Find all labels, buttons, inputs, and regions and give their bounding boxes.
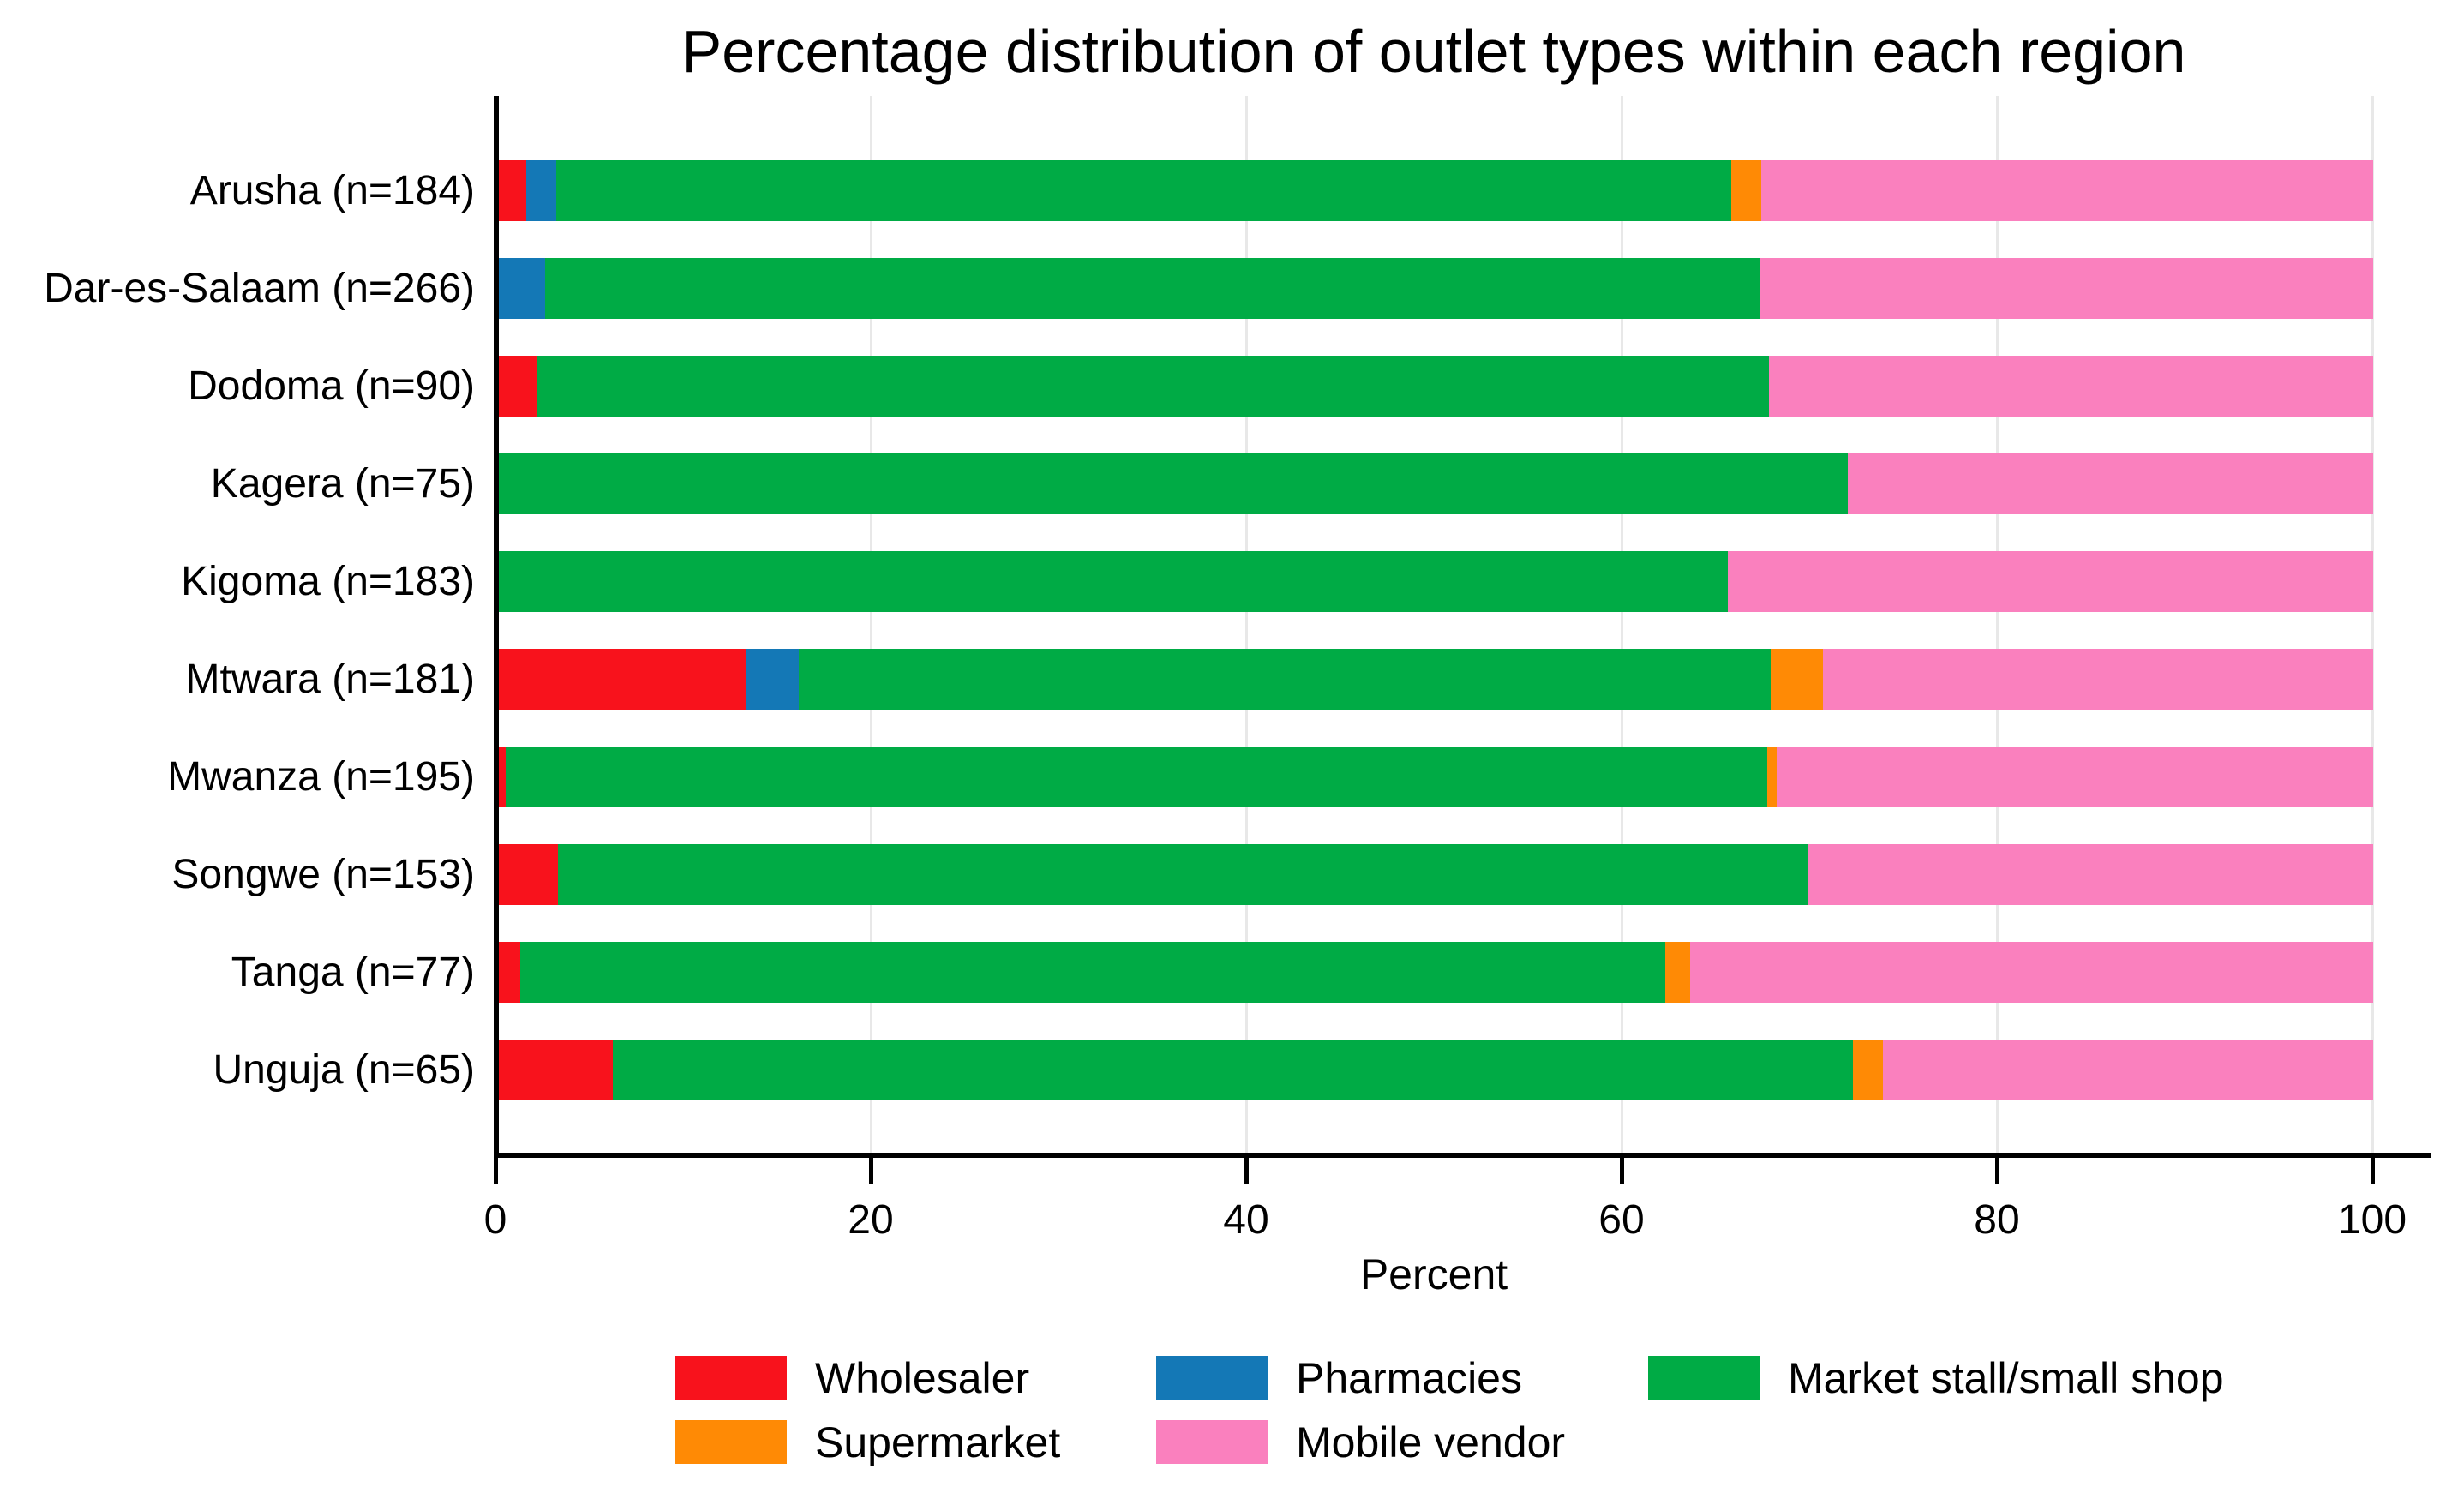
- bar-segment-pharmacies: [526, 160, 557, 221]
- bar-segment-market-stall-small-shop: [544, 258, 1760, 319]
- bar-segment-market-stall-small-shop: [556, 160, 1731, 221]
- bar-row-dar-es-salaam: [496, 258, 2373, 319]
- y-category-label-dar-es-salaam: Dar-es-Salaam (n=266): [44, 266, 475, 311]
- legend-label-market-stall-small-shop: Market stall/small shop: [1788, 1353, 2224, 1402]
- x-tick-40: [1244, 1158, 1249, 1184]
- bar-segment-wholesaler: [496, 942, 521, 1003]
- bar-segment-wholesaler: [496, 844, 559, 905]
- bar-segment-market-stall-small-shop: [612, 1040, 1854, 1100]
- bar-segment-mobile-vendor: [1768, 356, 2373, 417]
- bar-segment-supermarket: [1731, 160, 1762, 221]
- x-tick-label-40: 40: [1223, 1197, 1269, 1243]
- bar-segment-market-stall-small-shop: [505, 747, 1767, 807]
- bar-row-kigoma: [496, 551, 2373, 612]
- legend-label-mobile-vendor: Mobile vendor: [1296, 1418, 1566, 1466]
- bar-segment-wholesaler: [496, 747, 506, 807]
- bar-segment-mobile-vendor: [1883, 1040, 2373, 1100]
- y-category-label-arusha: Arusha (n=184): [189, 168, 475, 213]
- x-tick-label-20: 20: [848, 1197, 894, 1243]
- bar-row-mtwara: [496, 649, 2373, 710]
- y-category-label-tanga: Tanga (n=77): [231, 950, 475, 995]
- x-tick-label-0: 0: [483, 1197, 507, 1243]
- bar-segment-supermarket: [1770, 649, 1824, 710]
- bar-segment-wholesaler: [496, 1040, 613, 1100]
- bar-segment-wholesaler: [496, 160, 527, 221]
- gridline-40: [1245, 96, 1248, 1153]
- legend-item-pharmacies: Pharmacies: [1156, 1353, 1522, 1402]
- chart-title: Percentage distribution of outlet types …: [681, 18, 2186, 85]
- bar-row-arusha: [496, 160, 2373, 221]
- bar-segment-mobile-vendor: [1847, 453, 2373, 514]
- bar-segment-supermarket: [1766, 747, 1777, 807]
- x-tick-label-60: 60: [1598, 1197, 1645, 1243]
- bar-segment-mobile-vendor: [1689, 942, 2373, 1003]
- bar-row-mwanza: [496, 747, 2373, 807]
- bar-row-dodoma: [496, 356, 2373, 417]
- bar-segment-pharmacies: [746, 649, 799, 710]
- bar-segment-market-stall-small-shop: [798, 649, 1771, 710]
- bar-segment-supermarket: [1665, 942, 1690, 1003]
- y-category-label-unguja: Unguja (n=65): [213, 1047, 475, 1093]
- bar-segment-market-stall-small-shop: [496, 453, 1848, 514]
- legend-swatch-wholesaler: [675, 1356, 787, 1400]
- bar-segment-mobile-vendor: [1727, 551, 2373, 612]
- legend-swatch-supermarket: [675, 1420, 787, 1464]
- bar-segment-pharmacies: [496, 258, 545, 319]
- gridline-100: [2371, 96, 2374, 1153]
- y-category-label-kagera: Kagera (n=75): [210, 461, 475, 507]
- y-category-label-songwe: Songwe (n=153): [171, 852, 475, 897]
- x-tick-0: [494, 1158, 498, 1184]
- bar-segment-mobile-vendor: [1776, 747, 2373, 807]
- x-axis-title: Percent: [1359, 1250, 1508, 1298]
- x-tick-20: [869, 1158, 873, 1184]
- bar-segment-market-stall-small-shop: [520, 942, 1666, 1003]
- x-tick-label-100: 100: [2337, 1197, 2407, 1243]
- legend-item-wholesaler: Wholesaler: [675, 1353, 1030, 1402]
- y-category-label-mtwara: Mtwara (n=181): [185, 657, 475, 702]
- y-category-label-kigoma: Kigoma (n=183): [181, 559, 475, 604]
- bar-segment-mobile-vendor: [1759, 258, 2373, 319]
- bar-segment-market-stall-small-shop: [537, 356, 1769, 417]
- legend-item-market-stall-small-shop: Market stall/small shop: [1648, 1353, 2224, 1402]
- x-tick-label-80: 80: [1974, 1197, 2020, 1243]
- gridline-80: [1996, 96, 1999, 1153]
- gridline-20: [870, 96, 872, 1153]
- legend-swatch-market-stall-small-shop: [1648, 1356, 1760, 1400]
- gridline-60: [1621, 96, 1623, 1153]
- y-category-label-dodoma: Dodoma (n=90): [188, 363, 475, 409]
- legend-item-mobile-vendor: Mobile vendor: [1156, 1418, 1566, 1466]
- legend-label-supermarket: Supermarket: [815, 1418, 1061, 1466]
- legend-label-pharmacies: Pharmacies: [1296, 1353, 1522, 1402]
- legend-swatch-pharmacies: [1156, 1356, 1268, 1400]
- legend-swatch-mobile-vendor: [1156, 1420, 1268, 1464]
- y-category-label-mwanza: Mwanza (n=195): [167, 754, 475, 800]
- x-tick-80: [1995, 1158, 1999, 1184]
- bar-segment-market-stall-small-shop: [496, 551, 1728, 612]
- bar-segment-mobile-vendor: [1761, 160, 2373, 221]
- bar-segment-wholesaler: [496, 356, 538, 417]
- legend-label-wholesaler: Wholesaler: [815, 1353, 1030, 1402]
- bar-segment-wholesaler: [496, 649, 746, 710]
- legend-item-supermarket: Supermarket: [675, 1418, 1061, 1466]
- bar-segment-mobile-vendor: [1808, 844, 2373, 905]
- bar-segment-mobile-vendor: [1823, 649, 2373, 710]
- bar-row-kagera: [496, 453, 2373, 514]
- bar-segment-supermarket: [1853, 1040, 1884, 1100]
- bar-segment-market-stall-small-shop: [558, 844, 1808, 905]
- x-tick-60: [1620, 1158, 1624, 1184]
- x-axis-line: [494, 1153, 2431, 1158]
- x-tick-100: [2371, 1158, 2375, 1184]
- y-axis-line: [494, 96, 499, 1158]
- bar-row-unguja: [496, 1040, 2373, 1100]
- bar-row-tanga: [496, 942, 2373, 1003]
- bar-row-songwe: [496, 844, 2373, 905]
